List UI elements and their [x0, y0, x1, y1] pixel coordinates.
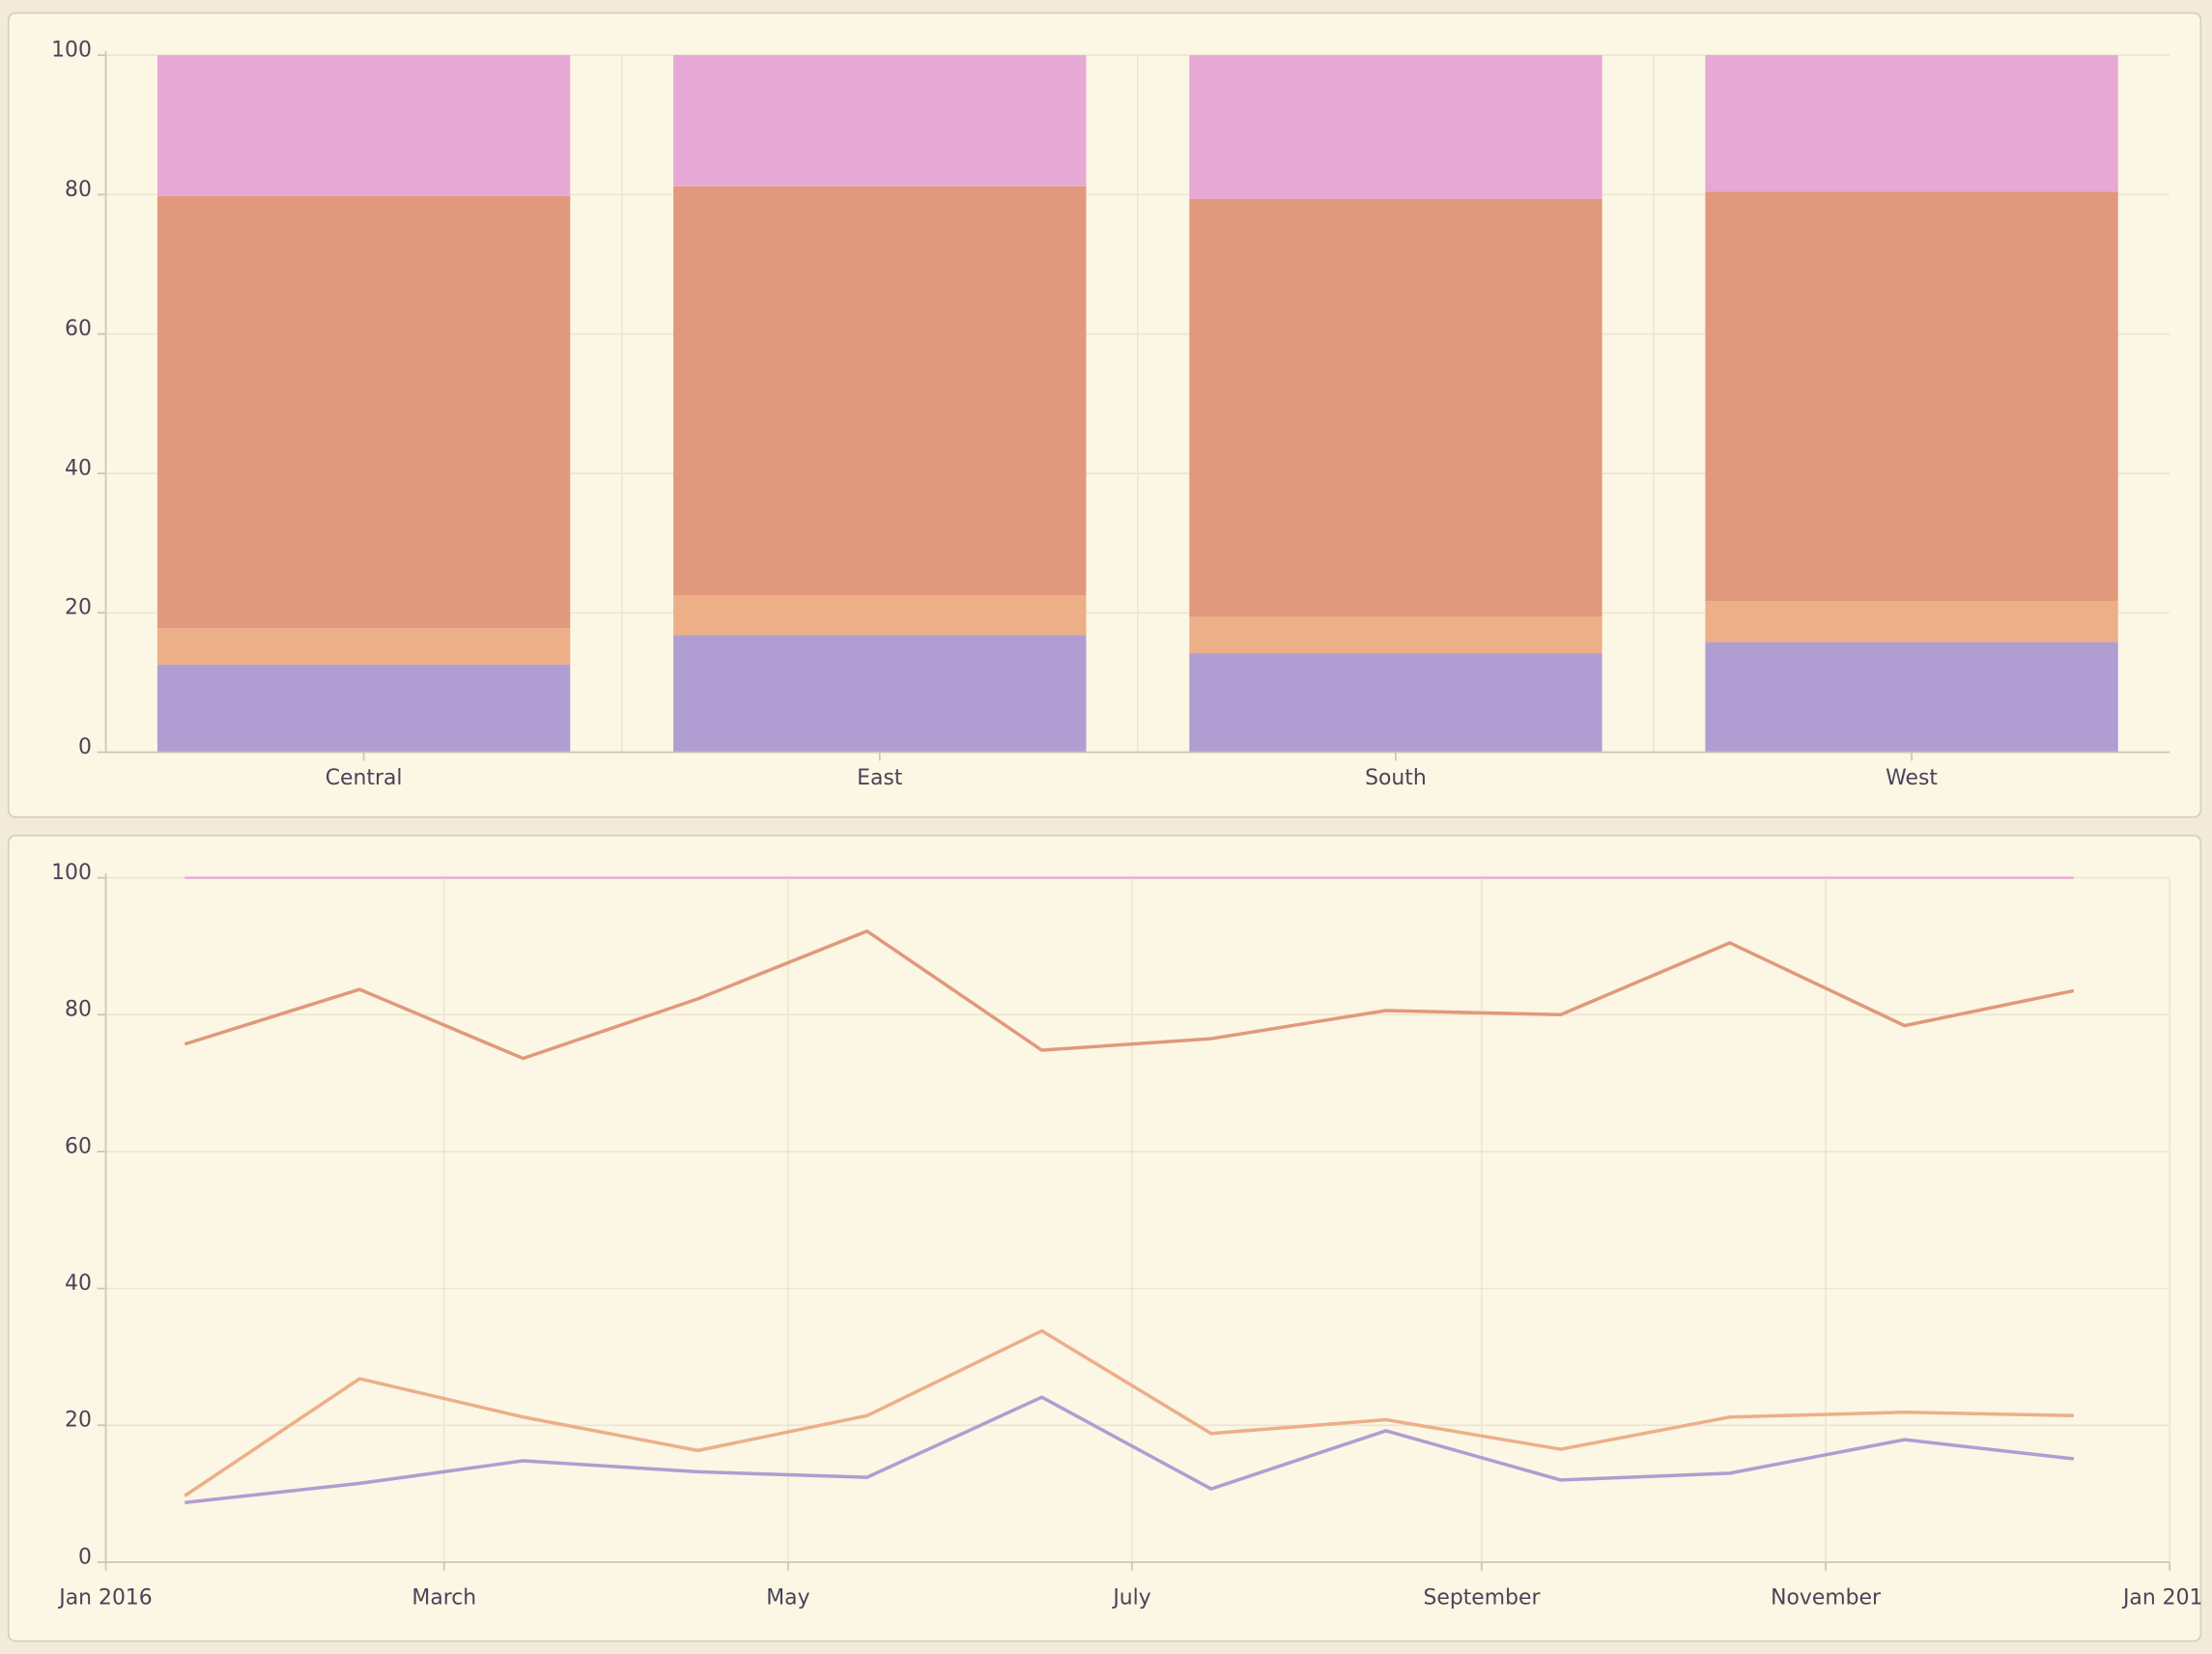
bar-segment-south-0 — [1189, 653, 1602, 753]
y-tick-label: 60 — [65, 317, 92, 341]
stacked-bar-chart: 0 20 40 60 80 100 Central East South West — [51, 39, 2170, 790]
bar-segment-central-2 — [156, 195, 571, 629]
bar-segment-south-1 — [1189, 616, 1602, 654]
y-tick-label: 100 — [51, 39, 92, 63]
bar-segment-east-0 — [673, 635, 1087, 753]
bar-segment-west-1 — [1705, 601, 2118, 642]
bar-segment-east-3 — [673, 55, 1087, 186]
x-tick-label: September — [1423, 1586, 1540, 1611]
series-line-2 — [184, 929, 2075, 1061]
y-tick-label: 40 — [65, 1271, 92, 1296]
y-tick-label: 0 — [78, 1545, 92, 1569]
y-tick-label: 0 — [78, 735, 92, 759]
bar-segment-central-1 — [156, 628, 571, 665]
x-tick-label: Jan 2017 — [2121, 1586, 2212, 1611]
x-tick-label: July — [1111, 1586, 1150, 1611]
y-tick-label: 40 — [65, 456, 92, 480]
x-tick-label: Central — [326, 766, 403, 790]
x-tick-label: Jan 2016 — [57, 1586, 152, 1611]
x-tick-label: West — [1886, 766, 1938, 790]
x-tick-label: November — [1771, 1586, 1881, 1611]
x-tick-label: East — [857, 766, 903, 790]
bar-segment-west-0 — [1705, 642, 2118, 753]
bar-segment-west-2 — [1705, 191, 2118, 602]
y-tick-label: 100 — [51, 861, 92, 885]
y-tick-label: 60 — [65, 1134, 92, 1158]
bar-segment-central-0 — [156, 664, 571, 753]
series-line-0 — [184, 1395, 2075, 1505]
bar-segment-central-3 — [156, 55, 571, 196]
bar-segment-west-3 — [1705, 55, 2118, 192]
line-chart: 0 20 40 60 80 100 Jan 2016 March May July Septembe… — [51, 861, 2212, 1611]
series-line-1 — [184, 1328, 2074, 1497]
bar-segment-south-2 — [1189, 198, 1602, 617]
bar-segment-east-2 — [673, 185, 1087, 596]
x-tick-label: South — [1365, 766, 1427, 790]
line-chart-panel — [7, 834, 2202, 1642]
y-tick-label: 20 — [65, 596, 92, 620]
y-tick-label: 20 — [65, 1409, 92, 1433]
bar-segment-south-3 — [1189, 55, 1602, 199]
bar-segment-east-1 — [673, 595, 1087, 636]
y-tick-label: 80 — [65, 998, 92, 1022]
x-tick-label: March — [411, 1586, 476, 1611]
y-tick-label: 80 — [65, 178, 92, 202]
x-tick-label: May — [766, 1586, 809, 1611]
